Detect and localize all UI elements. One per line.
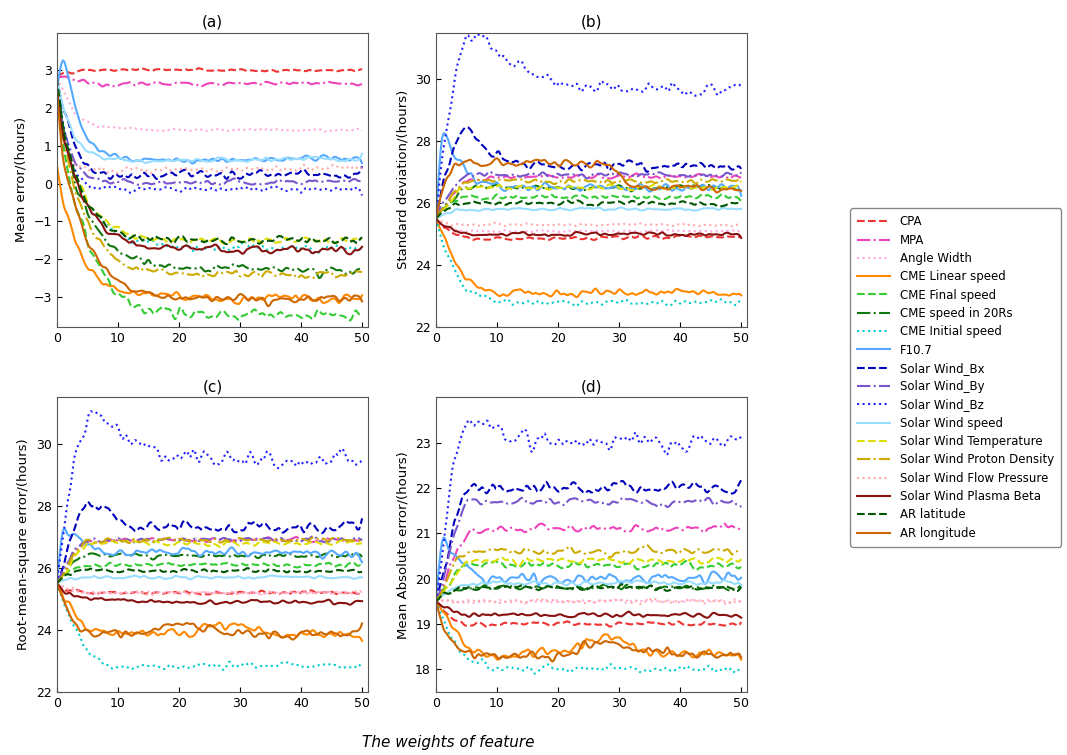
Y-axis label: Mean error/(hours): Mean error/(hours) bbox=[15, 117, 28, 242]
Text: The weights of feature: The weights of feature bbox=[362, 735, 535, 750]
Title: (c): (c) bbox=[203, 380, 223, 395]
Y-axis label: Root-mean-square error/(hours): Root-mean-square error/(hours) bbox=[17, 439, 31, 651]
Title: (a): (a) bbox=[202, 15, 223, 30]
Title: (d): (d) bbox=[580, 380, 603, 395]
Y-axis label: Mean Absolute error/(hours): Mean Absolute error/(hours) bbox=[397, 451, 410, 639]
Legend: CPA, MPA, Angle Width, CME Linear speed, CME Final speed, CME speed in 20Rs, CME: CPA, MPA, Angle Width, CME Linear speed,… bbox=[850, 208, 1061, 547]
Y-axis label: Standard deviation/(hours): Standard deviation/(hours) bbox=[397, 91, 410, 270]
Title: (b): (b) bbox=[580, 15, 603, 30]
